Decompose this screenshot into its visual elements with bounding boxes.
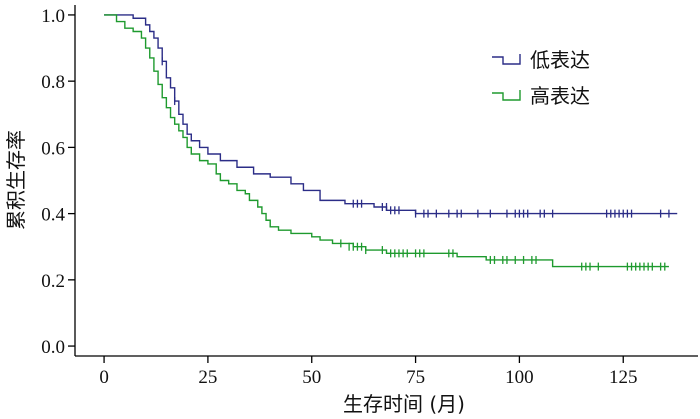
legend-item-2: 高表达	[492, 84, 590, 108]
x-axis-title: 生存时间 (月)	[343, 392, 465, 416]
axes	[74, 5, 698, 357]
y-tick-label: 0.0	[41, 337, 65, 358]
series-1	[104, 14, 678, 218]
y-ticks: 0.0 0.2 0.4 0.6 0.8 1.0	[41, 6, 75, 358]
series-layer	[104, 14, 678, 271]
survival-curve-line	[104, 14, 678, 215]
y-tick-label: 0.2	[41, 271, 65, 292]
y-tick-label: 0.4	[41, 205, 65, 226]
legend-swatch	[492, 54, 521, 65]
series-2	[104, 14, 669, 271]
legend-swatch	[492, 90, 521, 101]
y-axis-title: 累积生存率	[4, 130, 28, 230]
x-tick-label: 0	[99, 367, 109, 388]
x-tick-label: 25	[198, 367, 217, 388]
y-tick-label: 1.0	[41, 6, 65, 27]
legend-label: 高表达	[530, 84, 590, 108]
legend-item-1: 低表达	[492, 48, 590, 72]
legend-label: 低表达	[530, 48, 590, 72]
survival-curve-line	[104, 14, 669, 268]
x-tick-label: 75	[406, 367, 425, 388]
x-ticks: 0 25 50 75 100 125	[99, 356, 637, 388]
x-tick-label: 125	[609, 367, 638, 388]
y-tick-label: 0.6	[41, 138, 65, 159]
y-tick-label: 0.8	[41, 72, 65, 93]
x-tick-label: 50	[302, 367, 321, 388]
x-tick-label: 100	[505, 367, 534, 388]
